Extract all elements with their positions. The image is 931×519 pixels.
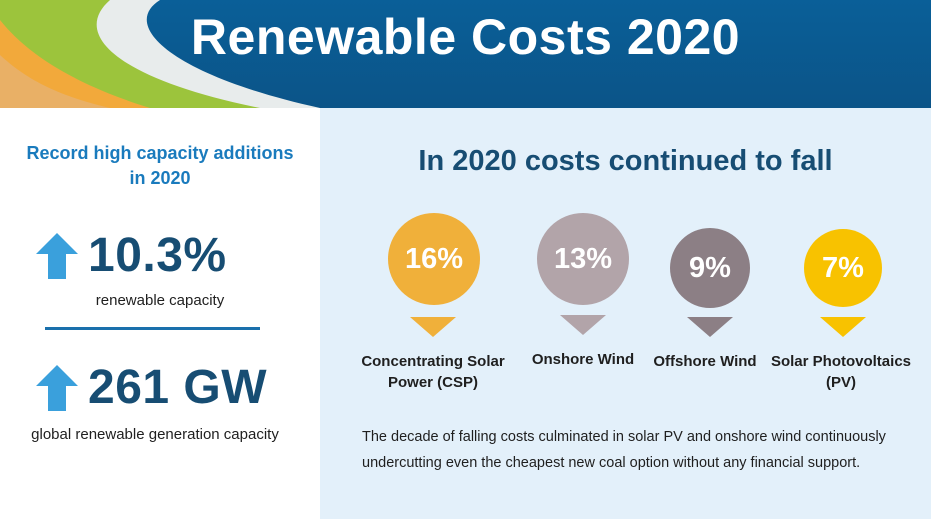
stat-caption: renewable capacity <box>95 292 225 309</box>
cost-label: Offshore Wind <box>653 353 757 370</box>
pointer-triangle <box>687 317 733 337</box>
banner-wave-decoration <box>0 0 320 108</box>
pointer-triangle <box>410 317 456 337</box>
stat-value: 261 GW <box>88 361 268 414</box>
cost-bubble: 16% <box>388 213 480 305</box>
stat-row-capacity-growth: 10.3% <box>34 226 227 286</box>
cost-bubble: 13% <box>537 213 629 305</box>
cost-label: Onshore Wind <box>531 351 635 368</box>
page-title: Renewable Costs 2020 <box>190 9 741 65</box>
stat-value: 10.3% <box>88 229 227 282</box>
header-banner: Renewable Costs 2020 <box>0 0 931 108</box>
right-heading: In 2020 costs continued to fall <box>418 145 833 177</box>
cost-label: Solar Photovoltaics (PV) <box>770 353 912 391</box>
body-paragraph: The decade of falling costs culminated i… <box>362 429 886 471</box>
cost-bubble: 9% <box>670 228 750 308</box>
stat-row-generation-capacity: 261 GW <box>34 358 267 418</box>
pointer-triangle <box>820 317 866 337</box>
divider <box>45 327 260 330</box>
up-arrow-icon <box>36 233 78 279</box>
left-panel: Record high capacity additions in 2020 1… <box>0 108 320 519</box>
up-arrow-icon <box>36 365 78 411</box>
left-heading: Record high capacity additions in 2020 <box>26 143 294 188</box>
cost-label: Concentrating Solar Power (CSP) <box>361 353 505 391</box>
cost-bubble: 7% <box>804 229 882 307</box>
stat-caption: global renewable generation capacity <box>31 426 279 443</box>
right-panel: In 2020 costs continued to fall 16% Conc… <box>320 108 931 519</box>
pointer-triangle <box>560 315 606 335</box>
